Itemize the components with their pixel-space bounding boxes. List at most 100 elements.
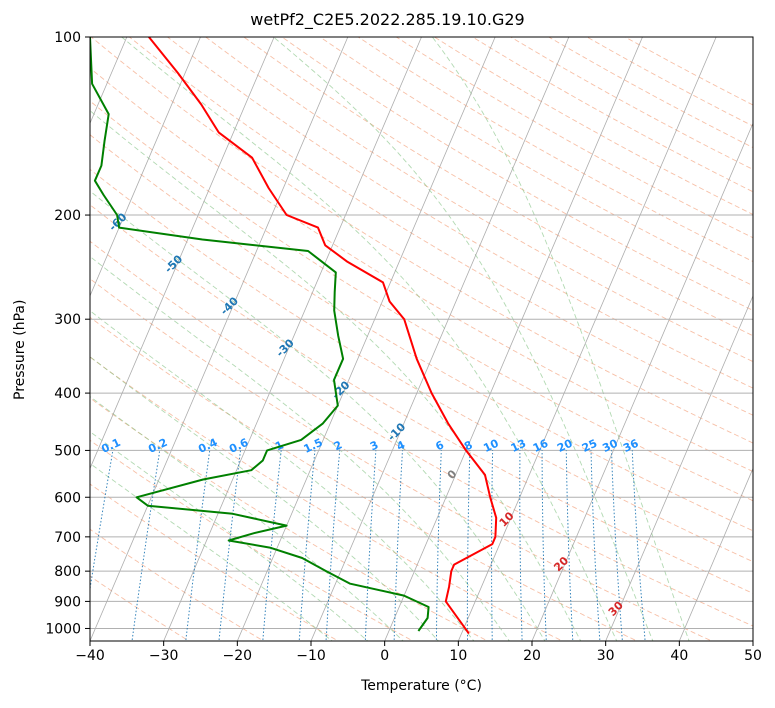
- dry-adiabat: [90, 316, 639, 641]
- isotherm: [384, 37, 643, 641]
- dry-adiabat: [319, 37, 753, 287]
- moist-adiabat: [90, 431, 369, 641]
- x-tick-label: 30: [597, 648, 615, 664]
- isotherm-label: 10: [497, 509, 517, 529]
- dry-adiabat: [166, 37, 753, 389]
- background-lines: [90, 37, 753, 641]
- isotherm-label: -80: [0, 126, 18, 149]
- mixing-ratio-line: [590, 450, 601, 641]
- mixing-ratio-line: [541, 450, 547, 641]
- mixing-ratio-label: 30: [600, 437, 620, 455]
- isotherm: [678, 467, 753, 641]
- isotherm: [752, 639, 753, 641]
- dry-adiabat: [90, 483, 340, 641]
- moist-adiabat: [90, 110, 582, 641]
- mixing-ratio-label: 16: [531, 437, 551, 455]
- isotherm: [90, 37, 349, 641]
- isotherm-label: -50: [162, 252, 185, 275]
- mixing-ratio-label: 36: [621, 437, 641, 455]
- isotherm: [90, 37, 275, 470]
- chart-title: wetPf2_C2E5.2022.285.19.10.G29: [250, 10, 525, 29]
- dry-adiabat: [281, 37, 753, 311]
- x-tick-label: 50: [744, 648, 762, 664]
- dry-adiabat: [90, 67, 753, 473]
- y-tick-label: 300: [54, 312, 81, 328]
- x-tick-label: −10: [296, 648, 326, 664]
- y-tick-label: 1000: [45, 621, 81, 637]
- y-tick-label: 100: [54, 30, 81, 46]
- x-axis-label: Temperature (°C): [361, 678, 482, 694]
- dry-adiabat: [90, 134, 753, 532]
- moist-adiabat: [90, 396, 404, 641]
- mixing-ratio-line: [491, 450, 494, 641]
- x-tick-label: 40: [670, 648, 688, 664]
- mixing-ratio-label: 4: [395, 438, 408, 453]
- moist-adiabat: [121, 37, 618, 641]
- isotherm: [90, 37, 201, 297]
- plot-frame: [89, 36, 754, 642]
- mixing-ratio-label: 0.6: [227, 436, 250, 456]
- dry-adiabat: [471, 37, 753, 193]
- y-tick-label: 200: [54, 208, 81, 224]
- moist-adiabat: [90, 310, 475, 641]
- dry-adiabat: [128, 37, 753, 416]
- dry-adiabat: [90, 528, 265, 641]
- isotherm: [531, 122, 753, 641]
- mixing-ratio-label: 20: [555, 437, 575, 455]
- mixing-ratio-line: [631, 450, 646, 641]
- isotherm: [605, 294, 753, 641]
- y-tick-label: 700: [54, 530, 81, 546]
- moist-adiabat: [273, 37, 654, 641]
- isotherm: [236, 37, 496, 641]
- isotherm-label: -40: [218, 294, 241, 317]
- x-tick-label: −30: [149, 648, 179, 664]
- x-tick-label: 20: [523, 648, 541, 664]
- mixing-ratio-label: 13: [509, 437, 528, 455]
- mixing-ratio-label: 0.4: [196, 436, 219, 456]
- mixing-ratio-label: 6: [434, 438, 447, 453]
- mixing-ratio-line: [298, 450, 316, 641]
- isotherm-label: -30: [274, 336, 297, 359]
- mixing-ratio-line: [325, 450, 341, 641]
- mixing-ratio-label: 2: [332, 438, 344, 453]
- moist-adiabat: [90, 190, 546, 641]
- isotherm: [457, 37, 717, 641]
- moist-adiabat: [90, 462, 333, 641]
- y-tick-label: 800: [54, 564, 81, 580]
- mixing-ratio-line: [131, 450, 161, 641]
- dry-adiabat: [357, 37, 753, 263]
- dewpoint-profile: [90, 37, 430, 632]
- y-axis-label: Pressure (hPa): [12, 299, 28, 400]
- mixing-ratio-line: [90, 450, 114, 592]
- dry-adiabat: [90, 356, 564, 641]
- axes: −40 −30 −20 −10 0 10 20 30 40 5010020030040050060…: [45, 30, 762, 664]
- y-tick-label: 500: [54, 443, 81, 459]
- dry-adiabat: [90, 240, 753, 627]
- mixing-ratio-line: [364, 450, 377, 641]
- temperature-profile: [148, 37, 498, 635]
- moist-adiabat: [90, 356, 440, 641]
- y-tick-label: 900: [54, 594, 81, 610]
- dry-adiabat: [90, 168, 753, 563]
- y-tick-label: 400: [54, 386, 81, 402]
- moist-adiabat: [90, 255, 510, 641]
- moist-adiabat: [431, 37, 690, 641]
- mixing-ratio-label: 3: [368, 438, 380, 453]
- x-tick-label: 10: [449, 648, 467, 664]
- isotherm: [310, 37, 570, 641]
- dry-adiabat: [586, 37, 753, 127]
- y-tick-label: 600: [54, 490, 81, 506]
- dry-adiabat: [90, 575, 190, 641]
- isotherm-label: 0: [445, 467, 460, 482]
- x-tick-label: 0: [380, 648, 389, 664]
- dry-adiabat: [90, 37, 753, 444]
- dry-adiabat: [90, 397, 489, 641]
- x-tick-label: −40: [75, 648, 105, 664]
- dry-adiabat: [243, 37, 753, 337]
- x-tick-label: −20: [223, 648, 253, 664]
- mixing-ratio-label: 1.5: [302, 436, 325, 456]
- dry-adiabat: [90, 204, 753, 594]
- mixing-ratio-label: 25: [580, 437, 599, 455]
